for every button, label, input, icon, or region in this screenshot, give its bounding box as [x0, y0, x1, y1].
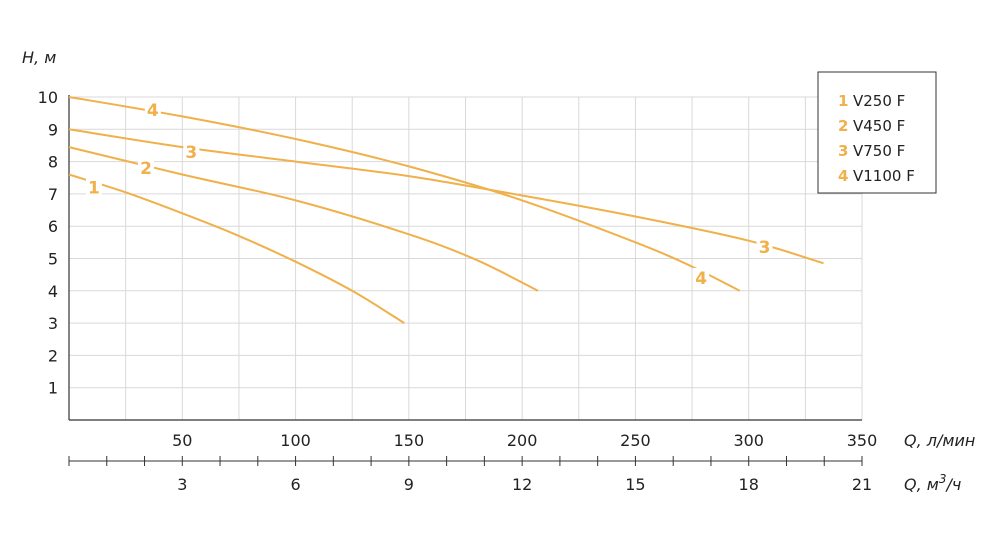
curve-label-3: 3 — [185, 143, 197, 163]
x2-axis-label: Q, м3/ч — [904, 472, 961, 494]
x-tick-label: 300 — [733, 431, 764, 450]
x-axis-label: Q, л/мин — [904, 431, 975, 450]
legend-box — [817, 71, 937, 194]
legend-entry-name: V450 F — [853, 117, 905, 135]
curve-series-2 — [68, 146, 539, 292]
x2-tick-label: 18 — [739, 475, 759, 494]
x2-tick-label: 15 — [625, 475, 645, 494]
y-tick-label: 10 — [38, 88, 58, 107]
y-tick-label: 6 — [48, 217, 58, 236]
curve-labels: 1 2 3 4 3 4 — [85, 99, 773, 289]
x2-tick-label: 12 — [512, 475, 532, 494]
x2-axis-label-sup: 3 — [939, 472, 947, 486]
legend-entry-name: V750 F — [853, 142, 905, 160]
x-tick-label: 200 — [507, 431, 538, 450]
curve-label-extra: 3 — [759, 238, 771, 258]
y-axis-label: H, м — [22, 48, 56, 67]
curve-label-extra-bg — [756, 237, 773, 257]
legend-entry-number: 4 — [838, 167, 848, 185]
y-tick-label: 7 — [48, 185, 58, 204]
x2-tick-label: 21 — [852, 475, 872, 494]
x2-tick-label: 3 — [177, 475, 187, 494]
curve-series-4 — [68, 96, 741, 292]
x-tick-label: 250 — [620, 431, 651, 450]
curve-label-2-bg — [138, 158, 155, 178]
y-tick-label: 1 — [48, 379, 58, 398]
legend-entry-number: 2 — [838, 117, 848, 135]
axes — [68, 95, 863, 466]
y-tick-label: 8 — [48, 153, 58, 172]
y-tick-label: 2 — [48, 346, 58, 365]
x2-tick-label: 6 — [290, 475, 300, 494]
y-tick-label: 3 — [48, 314, 58, 333]
curve-label-1-bg — [85, 177, 102, 197]
curve-label-2: 2 — [140, 159, 152, 179]
curve-label-3-bg — [183, 141, 200, 161]
curve-label-extra-bg — [693, 267, 710, 287]
curve-series-1 — [68, 173, 405, 324]
x-tick-label: 150 — [394, 431, 425, 450]
legend-entry-number: 1 — [838, 92, 848, 110]
legend-entry-name: V1100 F — [853, 167, 915, 185]
x2-axis-label-base: Q, м — [904, 475, 939, 494]
y-tick-label: 4 — [48, 282, 58, 301]
curve-label-4-bg — [144, 99, 161, 119]
x-tick-label: 100 — [280, 431, 311, 450]
curve-label-4: 4 — [147, 101, 159, 121]
x2-tick-label: 9 — [404, 475, 414, 494]
curve-label-1: 1 — [88, 178, 100, 198]
y-tick-label: 9 — [48, 120, 58, 139]
x2-axis-label-tail: /ч — [944, 475, 961, 494]
curve-label-extra: 4 — [695, 269, 707, 289]
x-tick-label: 350 — [847, 431, 878, 450]
legend-entry-number: 3 — [838, 142, 848, 160]
y-tick-label: 5 — [48, 250, 58, 269]
x-tick-label: 50 — [172, 431, 192, 450]
legend-entry-name: V250 F — [853, 92, 905, 110]
legend: 1 V250 F 2 V450 F 3 V750 F 4 V1100 F — [817, 71, 937, 194]
